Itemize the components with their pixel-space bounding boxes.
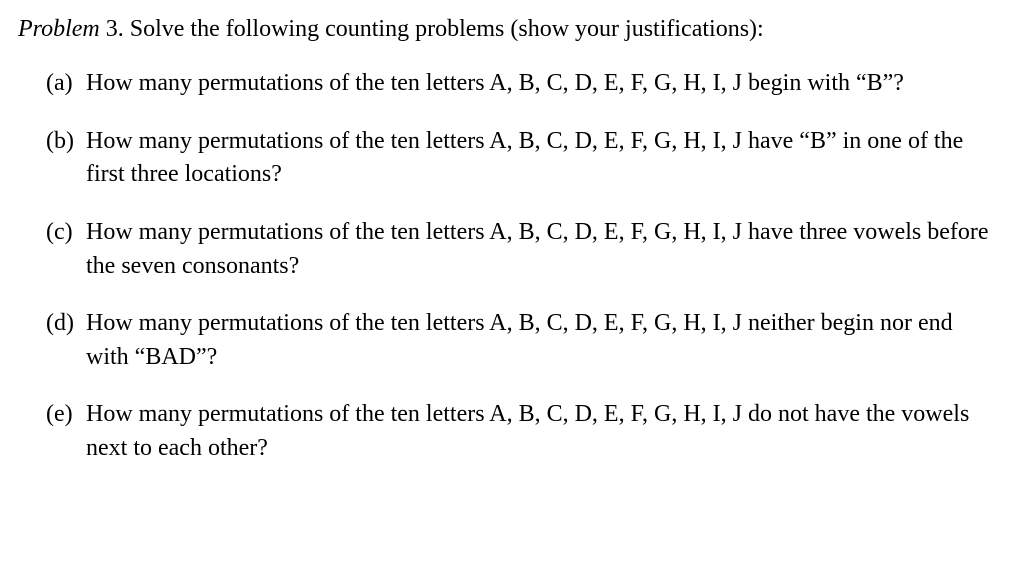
- sub-label-e: (e): [46, 398, 86, 465]
- sub-label-d: (d): [46, 307, 86, 374]
- sub-problem-a: (a) How many permutations of the ten let…: [46, 67, 1000, 101]
- problem-number: 3.: [106, 16, 124, 42]
- sub-text-a: How many permutations of the ten letters…: [86, 67, 1000, 101]
- problem-title: Solve the following counting problems (s…: [130, 16, 764, 42]
- problem-header: Problem 3. Solve the following counting …: [18, 14, 1000, 45]
- sub-problem-b: (b) How many permutations of the ten let…: [46, 125, 1000, 192]
- sub-text-e: How many permutations of the ten letters…: [86, 398, 1000, 465]
- sub-problems-list: (a) How many permutations of the ten let…: [18, 67, 1000, 465]
- sub-text-c: How many permutations of the ten letters…: [86, 216, 1000, 283]
- sub-text-b: How many permutations of the ten letters…: [86, 125, 1000, 192]
- sub-label-a: (a): [46, 67, 86, 101]
- sub-text-d: How many permutations of the ten letters…: [86, 307, 1000, 374]
- problem-label-italic: Problem: [18, 16, 100, 42]
- sub-problem-d: (d) How many permutations of the ten let…: [46, 307, 1000, 374]
- sub-problem-c: (c) How many permutations of the ten let…: [46, 216, 1000, 283]
- sub-problem-e: (e) How many permutations of the ten let…: [46, 398, 1000, 465]
- sub-label-c: (c): [46, 216, 86, 283]
- sub-label-b: (b): [46, 125, 86, 192]
